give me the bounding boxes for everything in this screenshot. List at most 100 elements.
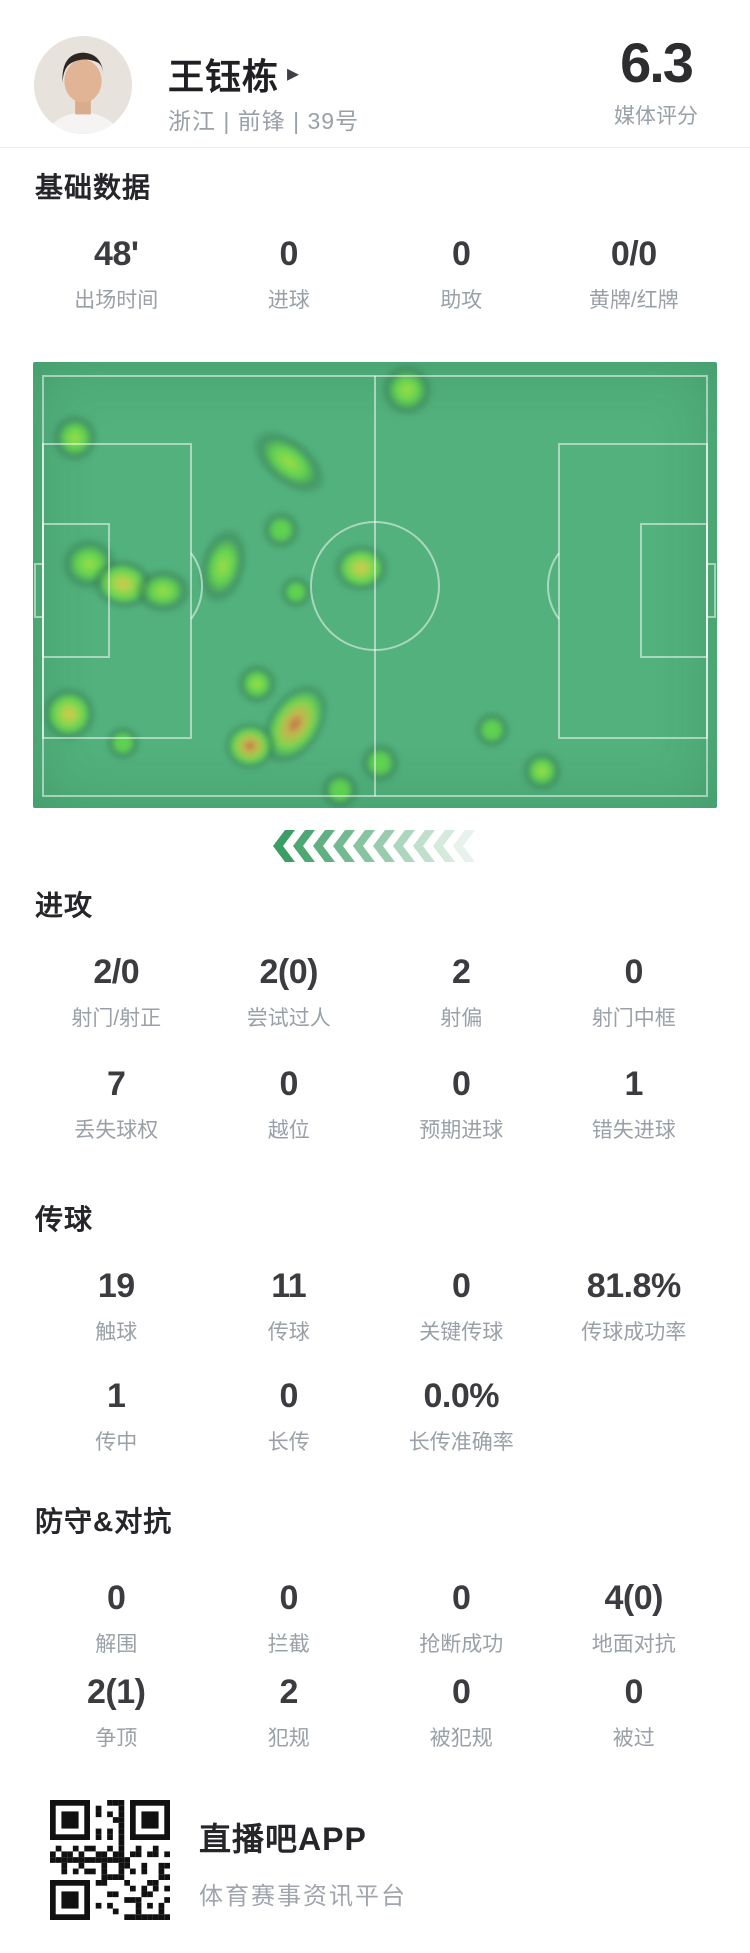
stat-value: 0 <box>452 1579 471 1617</box>
stat-goals: 0 进球 <box>203 234 376 314</box>
player-name-link[interactable]: 王钰栋 ▸ <box>168 52 300 97</box>
pitch-markings <box>34 375 716 797</box>
stat-value: 0 <box>452 1267 471 1305</box>
stat-value: 0 <box>452 1673 471 1711</box>
stat-key-passes: 0 关键传球 <box>375 1266 548 1346</box>
stat-ground-duels: 4(0) 地面对抗 <box>548 1578 721 1658</box>
stat-label: 犯规 <box>267 1727 310 1750</box>
heat-spot <box>236 663 278 705</box>
stat-label: 抢断成功 <box>419 1633 504 1656</box>
stat-label: 拦截 <box>267 1633 310 1656</box>
heat-spot <box>261 510 301 550</box>
stat-shots: 2/0 射门/射正 <box>30 952 203 1032</box>
stat-label: 争顶 <box>95 1727 138 1750</box>
stat-label: 被过 <box>612 1727 655 1750</box>
basic-stats-row: 48' 出场时间 0 进球 0 助攻 0/0 黄牌/红牌 <box>30 234 720 314</box>
stat-value: 0 <box>279 1065 299 1103</box>
stat-long-ball-accuracy: 0.0% 长传准确率 <box>375 1376 548 1456</box>
heat-spot <box>41 686 97 742</box>
attack-row-1: 2/0 射门/射正 2(0) 尝试过人 2 射偏 0 射门中框 <box>30 952 720 1032</box>
avatar-photo-placeholder <box>34 36 132 134</box>
attack-direction-icon <box>273 830 475 862</box>
heatmap-pitch <box>33 362 717 808</box>
empty-cell <box>548 1376 721 1456</box>
stat-label: 射门中框 <box>591 1007 676 1030</box>
stat-value: 0 <box>452 1065 471 1103</box>
defense-row-2: 2(1) 争顶 2 犯规 0 被犯规 0 被过 <box>30 1672 720 1752</box>
heat-spot <box>279 575 313 609</box>
stat-dribbles: 2(0) 尝试过人 <box>203 952 376 1032</box>
stat-value: 4(0) <box>604 1579 664 1617</box>
stat-value: 7 <box>107 1065 126 1103</box>
stat-label: 传中 <box>95 1431 138 1454</box>
stat-label: 长传准确率 <box>408 1431 514 1454</box>
stat-possession-lost: 7 丢失球权 <box>30 1064 203 1144</box>
stat-value: 0.0% <box>423 1377 500 1415</box>
defense-row-1: 0 解围 0 拦截 0 抢断成功 4(0) 地面对抗 <box>30 1578 720 1658</box>
stat-label: 触球 <box>95 1321 138 1344</box>
stat-clearances: 0 解围 <box>30 1578 203 1658</box>
stat-value: 0/0 <box>610 235 657 273</box>
stat-xg: 0 预期进球 <box>375 1064 548 1144</box>
stat-value: 2 <box>452 953 471 991</box>
stat-minutes: 48' 出场时间 <box>30 234 203 314</box>
stat-value: 0 <box>624 1673 644 1711</box>
stat-label: 被犯规 <box>429 1727 493 1750</box>
stat-label: 射门/射正 <box>71 1007 162 1030</box>
heat-spot <box>320 770 360 808</box>
stat-value: 1 <box>624 1065 644 1103</box>
stat-woodwork: 0 射门中框 <box>548 952 721 1032</box>
player-avatar <box>34 36 132 134</box>
stat-value: 2(0) <box>259 953 319 991</box>
stat-tackles-won: 0 抢断成功 <box>375 1578 548 1658</box>
stat-touches: 19 触球 <box>30 1266 203 1346</box>
stat-label: 尝试过人 <box>246 1007 331 1030</box>
stat-label: 关键传球 <box>419 1321 504 1344</box>
stat-value: 2/0 <box>93 953 140 991</box>
chevron-right-icon: ▸ <box>287 60 300 87</box>
stat-label: 预期进球 <box>419 1119 504 1142</box>
stat-label: 传球 <box>267 1321 310 1344</box>
stat-value: 11 <box>271 1267 307 1305</box>
stat-pass-accuracy: 81.8% 传球成功率 <box>548 1266 721 1346</box>
stat-was-fouled: 0 被犯规 <box>375 1672 548 1752</box>
heat-spot <box>521 750 563 792</box>
stat-label: 长传 <box>267 1431 310 1454</box>
heat-spot <box>359 742 401 784</box>
stat-value: 1 <box>107 1377 126 1415</box>
stat-label: 传球成功率 <box>581 1321 687 1344</box>
stat-label: 射偏 <box>440 1007 483 1030</box>
stat-offsides: 0 越位 <box>203 1064 376 1144</box>
stat-fouls: 2 犯规 <box>203 1672 376 1752</box>
stat-label: 丢失球权 <box>74 1119 159 1142</box>
app-name: 直播吧APP <box>199 1821 367 1857</box>
stat-long-balls: 0 长传 <box>203 1376 376 1456</box>
stat-label: 解围 <box>95 1633 138 1656</box>
rating-value: 6.3 <box>620 31 694 94</box>
stat-value: 2 <box>279 1673 299 1711</box>
passing-row-1: 19 触球 11 传球 0 关键传球 81.8% 传球成功率 <box>30 1266 720 1346</box>
heat-spot <box>105 725 141 761</box>
stat-big-chance-missed: 1 错失进球 <box>548 1064 721 1144</box>
attack-row-2: 7 丢失球权 0 越位 0 预期进球 1 错失进球 <box>30 1064 720 1144</box>
stat-label: 助攻 <box>440 289 483 312</box>
stat-label: 出场时间 <box>74 289 159 312</box>
stat-label: 错失进球 <box>591 1119 676 1142</box>
stat-label: 黄牌/红牌 <box>588 289 679 312</box>
stat-passes: 11 传球 <box>203 1266 376 1346</box>
stat-label: 越位 <box>267 1119 310 1142</box>
heat-spot <box>51 413 99 463</box>
heat-spot <box>134 568 192 614</box>
section-title-basic: 基础数据 <box>35 172 152 203</box>
passing-row-2: 1 传中 0 长传 0.0% 长传准确率 <box>30 1376 720 1456</box>
heat-spot <box>473 711 511 749</box>
qr-code <box>50 1800 170 1920</box>
stat-value: 48' <box>94 235 139 273</box>
stat-value: 0 <box>279 1579 299 1617</box>
stat-dribbled-past: 0 被过 <box>548 1672 721 1752</box>
media-rating: 6.3 媒体评分 <box>586 34 726 130</box>
section-title-defense: 防守&对抗 <box>35 1506 173 1537</box>
stat-label: 地面对抗 <box>591 1633 676 1656</box>
stat-value: 2(1) <box>87 1673 146 1711</box>
